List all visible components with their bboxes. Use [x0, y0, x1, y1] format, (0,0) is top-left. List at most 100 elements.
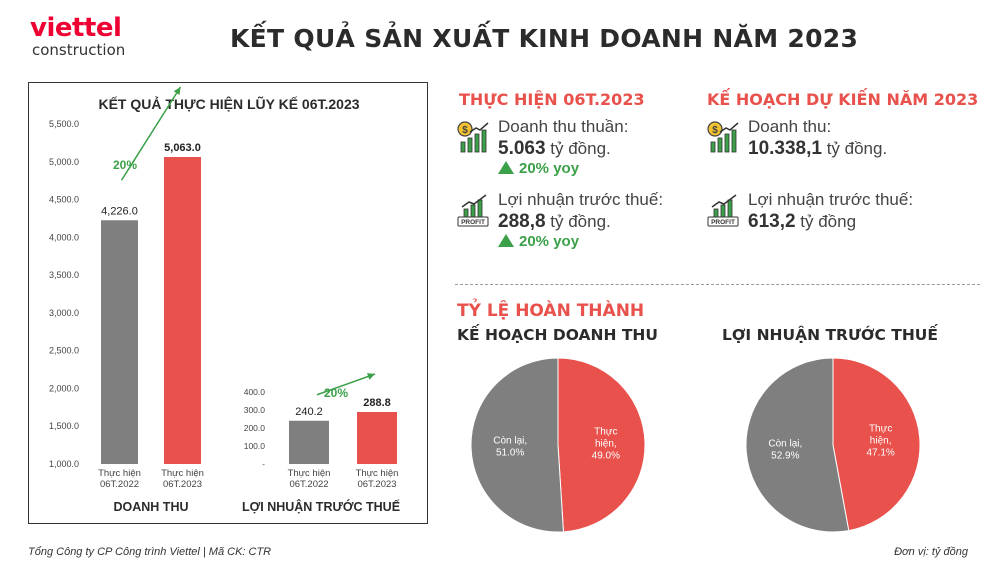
revenue-ytick: 3,500.0	[49, 270, 79, 280]
pie-revenue-slice-label: Thực	[594, 426, 617, 437]
actual-profit-yoy-text: 20% yoy	[519, 233, 580, 250]
revenue-value-label: 4,226.0	[101, 205, 138, 217]
actual-revenue-yoy: 20% yoy	[498, 160, 579, 177]
profit-xlabel: LỢI NHUẬN TRƯỚC THUẾ	[242, 499, 400, 514]
profit-category-label: Thực hiện	[288, 468, 331, 479]
plan-profit-number: 613,2	[748, 211, 796, 232]
profit-ytick: 400.0	[244, 387, 266, 397]
pie-revenue-slice-label: 49.0%	[592, 450, 620, 461]
svg-text:$: $	[712, 125, 718, 136]
plan-profit-unit: tỷ đồng	[800, 212, 857, 231]
pie-profit-slice-label: hiện,	[870, 436, 892, 447]
revenue-ytick: 2,000.0	[49, 383, 79, 393]
plan-profit-value: 613,2 tỷ đồng	[748, 211, 856, 233]
revenue-ytick: 3,000.0	[49, 308, 79, 318]
revenue-ytick: 5,000.0	[49, 157, 79, 167]
plan-revenue-number: 10.338,1	[748, 138, 822, 159]
pie-revenue-slice	[557, 357, 646, 533]
actual-revenue-label: Doanh thu thuần:	[498, 117, 629, 136]
actual-revenue-yoy-text: 20% yoy	[519, 160, 580, 177]
actual-revenue-number: 5.063	[498, 138, 546, 159]
revenue-bar	[101, 220, 138, 464]
profit-category-label: 06T.2022	[289, 479, 328, 490]
revenue-chart-icon: $	[457, 121, 489, 153]
page-title: KẾT QUẢ SẢN XUẤT KINH DOANH NĂM 2023	[230, 24, 859, 53]
pie-profit-title: LỢI NHUẬN TRƯỚC THUẾ	[722, 326, 938, 344]
bar-chart-title: KẾT QUẢ THỰC HIỆN LŨY KẾ 06T.2023	[98, 95, 359, 112]
actual-profit-number: 288,8	[498, 211, 546, 232]
pie-revenue-title: KẾ HOẠCH DOANH THU	[457, 326, 658, 344]
profit-ytick: 300.0	[244, 405, 266, 415]
profit-growth-arrow	[316, 373, 376, 396]
up-triangle-icon	[498, 161, 514, 174]
profit-growth-label: 20%	[324, 386, 348, 400]
revenue-growth-arrowhead	[173, 87, 181, 95]
profit-category-label: 06T.2023	[357, 479, 396, 490]
revenue-category-label: Thực hiện	[98, 468, 141, 479]
plan-revenue-unit: tỷ đồng.	[826, 139, 888, 158]
profit-bar	[289, 420, 329, 464]
actual-profit-unit: tỷ đồng.	[550, 212, 611, 231]
actual-profit-value: 288,8 tỷ đồng.	[498, 211, 611, 233]
pie-revenue-slice-label: 51.0%	[496, 448, 524, 459]
profit-growth-arrowhead	[367, 373, 375, 380]
revenue-ytick: 1,500.0	[49, 421, 79, 431]
plan-profit-chart-icon: PROFIT	[707, 194, 739, 227]
actual-profit-yoy: 20% yoy	[498, 233, 579, 250]
profit-ytick: -	[262, 459, 265, 469]
plan-revenue-label: Doanh thu:	[748, 117, 832, 136]
pie-profit-slice-label: Còn lại,	[768, 438, 802, 449]
bar-chart-svg: KẾT QUẢ THỰC HIỆN LŨY KẾ 06T.2023 1,000.0…	[49, 86, 400, 514]
profit-chart-icon: PROFIT	[457, 194, 489, 227]
pie-revenue-slice-label: Còn lại,	[493, 436, 527, 447]
revenue-ytick: 2,500.0	[49, 346, 79, 356]
up-triangle-icon	[498, 234, 514, 247]
actual-title: THỰC HIỆN 06T.2023	[459, 90, 645, 109]
bar-chart-panel: KẾT QUẢ THỰC HIỆN LŨY KẾ 06T.2023 1,000.0…	[28, 82, 428, 524]
plan-profit-label: Lợi nhuận trước thuế:	[748, 190, 914, 209]
pie-profit-slice	[745, 357, 850, 533]
profit-category-label: Thực hiện	[356, 468, 399, 479]
profit-value-label: 288.8	[363, 397, 391, 409]
revenue-ytick: 1,000.0	[49, 459, 79, 469]
plan-profit-icon-text: PROFIT	[711, 219, 735, 226]
revenue-bar	[164, 157, 201, 465]
profit-value-label: 240.2	[295, 406, 323, 418]
pie-profit-slice	[832, 357, 921, 532]
profit-icon-text: PROFIT	[461, 219, 485, 226]
revenue-ytick: 5,500.0	[49, 119, 79, 129]
logo-brand: viettel	[30, 13, 122, 43]
revenue-ytick: 4,500.0	[49, 195, 79, 205]
profit-bar	[357, 412, 397, 464]
plan-title: KẾ HOẠCH DỰ KIẾN NĂM 2023	[707, 90, 979, 109]
revenue-category-label: Thực hiện	[161, 468, 204, 479]
footer-unit: Đơn vị: tỷ đồng	[894, 546, 968, 558]
revenue-category-label: 06T.2023	[163, 479, 202, 490]
svg-text:$: $	[462, 125, 468, 136]
profit-ytick: 100.0	[244, 441, 266, 451]
completion-title: TỶ LỆ HOÀN THÀNH	[457, 301, 645, 321]
section-divider	[455, 284, 980, 285]
actual-revenue-unit: tỷ đồng.	[550, 139, 611, 158]
actual-profit-label: Lợi nhuận trước thuế:	[498, 190, 664, 209]
revenue-growth-label: 20%	[113, 158, 137, 172]
pie-revenue-slice	[470, 357, 564, 533]
pie-profit-slice-label: Thực	[869, 424, 892, 435]
plan-revenue-value: 10.338,1 tỷ đồng.	[748, 138, 887, 160]
pie-revenue-slice-label: hiện,	[595, 438, 617, 449]
pie-profit-slice-label: 52.9%	[771, 450, 799, 461]
company-logo: viettel construction	[30, 14, 125, 58]
logo-sub: construction	[32, 41, 126, 59]
revenue-category-label: 06T.2022	[100, 479, 139, 490]
revenue-value-label: 5,063.0	[164, 142, 201, 154]
profit-ytick: 200.0	[244, 423, 266, 433]
footer-company: Tổng Công ty CP Công trình Viettel | Mã …	[28, 546, 272, 558]
revenue-ytick: 4,000.0	[49, 232, 79, 242]
plan-revenue-chart-icon: $	[707, 121, 739, 153]
revenue-growth-arrow	[120, 86, 182, 181]
pie-profit-slice-label: 47.1%	[866, 448, 894, 459]
actual-revenue-value: 5.063 tỷ đồng.	[498, 138, 611, 160]
revenue-xlabel: DOANH THU	[114, 500, 189, 514]
